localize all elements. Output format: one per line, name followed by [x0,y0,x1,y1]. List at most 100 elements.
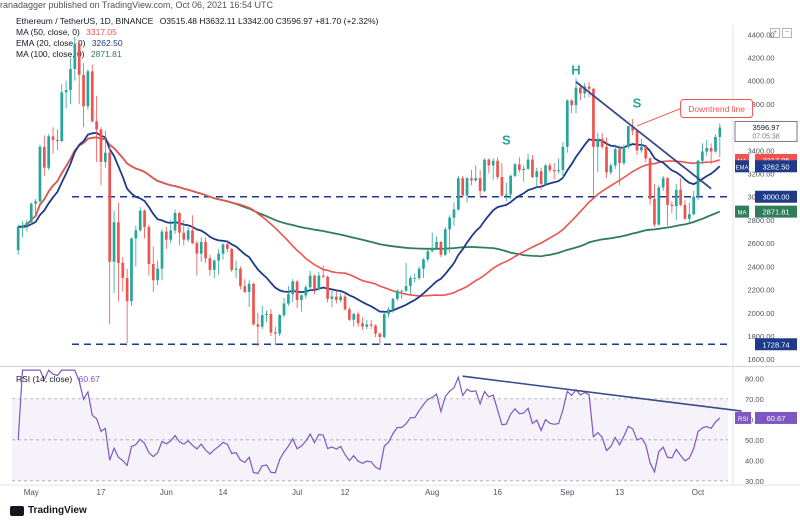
candle-body [605,146,608,173]
candle-body [234,268,238,270]
candle-body [539,171,543,184]
candle-body [73,43,77,70]
ema20-legend: EMA (20, close, 0) 3262.50 [16,38,123,48]
price-tick-label: 2800.00 [747,216,774,225]
time-tick-label: May [24,488,39,497]
candle-body [295,281,299,301]
candle-body [574,87,578,106]
candle-body [404,286,408,291]
candle-body [99,129,103,162]
time-tick-label: Jun [160,488,173,497]
time-tick-label: Sep [560,488,575,497]
candle-body [596,138,600,147]
candle-body [156,268,159,281]
candle-body [461,178,465,196]
candle-body [169,230,173,240]
candle-body [587,86,591,89]
price-tag-value: 1728.74 [762,340,789,349]
price-tick-label: 1800.00 [747,332,774,341]
candle-body [256,324,260,327]
candle-body [622,146,626,164]
candle-body [191,230,194,244]
candle-body [199,241,203,254]
candle-body [644,146,648,159]
candle-body [618,149,621,164]
candle-body [117,222,120,263]
candle-body [221,244,225,254]
candle-body [478,178,482,191]
candle-body [182,232,186,240]
candle-body [518,164,521,171]
price-tick-label: 2200.00 [747,286,774,295]
price-tick-label: 3200.00 [747,170,774,179]
candle-body [186,230,190,240]
candle-body [147,226,151,265]
footer-brand: TradingView [10,505,87,516]
candle-body [173,212,177,231]
time-tick-label: Aug [425,488,439,497]
candle-body [160,231,164,269]
candle-body [308,275,312,288]
candle-body [491,160,495,166]
candle-body [178,212,181,233]
head-label: H [571,62,580,77]
candle-body [718,127,722,137]
candle-body [661,178,665,188]
candle-body [334,296,338,301]
rsi-trend-line [462,375,742,412]
candle-body [217,253,220,261]
candle-body [657,187,661,225]
candle-body [439,241,443,255]
candle-body [130,238,133,302]
candle-body [269,313,273,333]
candle-body [705,148,709,152]
candle-body [509,175,512,195]
candle-body [21,225,24,227]
rsi-tick-label: 50.00 [745,436,764,445]
ema20-value: 3262.50 [91,38,123,48]
zoom-in-icon[interactable]: + [770,28,780,38]
brand-name: TradingView [28,505,87,516]
candle-body [687,214,691,219]
candle-body [226,244,229,249]
candle-body [239,268,242,287]
candle-body [16,226,20,251]
rsi-tick-label: 40.00 [745,456,764,465]
price-tick-label: 3400.00 [747,146,774,155]
candle-body [648,158,652,200]
candle-body [474,178,478,181]
candle-body [531,159,534,178]
candle-body [42,146,46,168]
candle-body [526,159,530,169]
price-tag-box [755,160,797,173]
candle-body [195,243,199,254]
candle-body [448,217,451,230]
candle-body [252,283,255,325]
rsi-value: 60.67 [78,374,100,384]
candle-body [635,130,639,151]
rsi-tick-label: 30.00 [745,477,764,486]
price-tick-label: 3800.00 [747,100,774,109]
candle-body [287,294,290,304]
zoom-out-icon[interactable]: − [782,28,792,38]
candle-body [496,160,499,178]
price-tag-box [755,205,797,218]
candle-body [456,178,460,210]
candle-body [592,88,595,147]
candle-body [692,196,696,215]
ma50-line [18,136,721,297]
left-shoulder-label: S [502,133,511,148]
right-shoulder-label: S [633,95,642,110]
label-connector-line [636,108,681,127]
scale-controls[interactable]: + − [770,28,792,38]
candle-body [56,139,59,142]
downtrend-label-box [680,99,754,119]
rsi-tick-label: 70.00 [745,395,764,404]
candle-body [583,86,587,94]
candle-body [522,168,526,171]
candle-body [565,100,569,147]
candle-body [60,92,64,142]
price-tag-badge-text: MA [738,211,747,217]
tradingview-logo-icon [10,505,24,516]
